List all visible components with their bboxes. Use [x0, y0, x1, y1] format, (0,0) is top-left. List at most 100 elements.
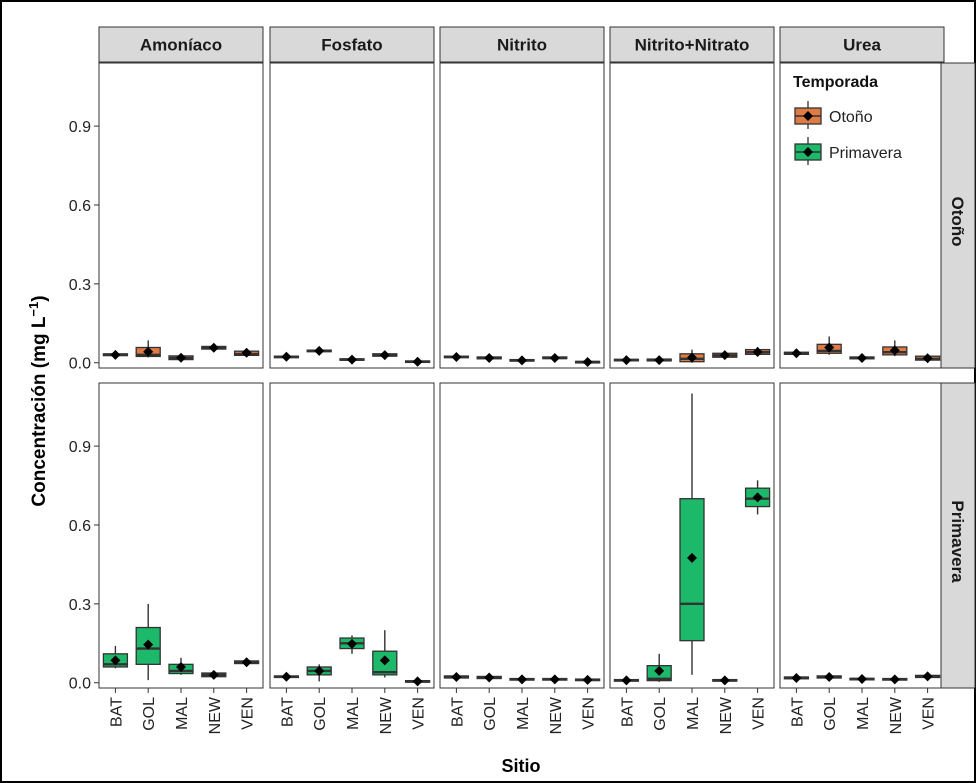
box-primavera-nitrito-gol [476, 672, 502, 683]
box-primavera-fosfato-gol [306, 664, 332, 682]
x-tick-label-gol: GOL [312, 697, 329, 731]
facet-strip-label-nitrito: Nitrito [497, 36, 547, 55]
box-primavera-nitrito-bat [443, 671, 470, 682]
mean-marker [654, 355, 665, 366]
y-tick-label: 0.3 [69, 597, 91, 614]
mean-marker [208, 669, 219, 680]
box-primavera-fosfato-bat [273, 671, 300, 682]
box-iqr [679, 498, 705, 642]
y-axis-label-main: Concentración (mg L [29, 316, 50, 506]
box-otono-amoniaco-new [201, 342, 227, 353]
box-otono-amoniaco-bat [102, 349, 129, 360]
facet-strip-amoniaco [98, 26, 264, 63]
legend-item-primavera: Primavera [794, 137, 902, 165]
x-tick-label-new: NEW [207, 696, 224, 734]
x-tick-label-bat: BAT [449, 697, 466, 727]
panel-otono-amoniaco [98, 62, 264, 369]
axes-layer: 0.0 0.3 0.6 0.9 0.0 0.3 0.6 0.9 BAT GOL MAL NEW VEN B… [69, 119, 938, 734]
mean-marker [412, 676, 423, 687]
box-otono-urea-bat [783, 348, 810, 359]
y-tick-label: 0.9 [69, 119, 91, 136]
box-primavera-nitrito-mal [509, 674, 535, 685]
x-tick-label-mal: MAL [855, 697, 872, 730]
panel-otono-nitrito [439, 62, 605, 369]
y-tick-label: 0.0 [69, 676, 91, 693]
y-tick-label: 0.0 [69, 356, 91, 373]
x-tick-label-gol: GOL [141, 697, 158, 731]
box-otono-nitrito-mal [509, 355, 535, 366]
box-otono-urea-ven [914, 353, 941, 364]
mean-marker [922, 353, 933, 364]
legend-key-mean [803, 147, 813, 157]
x-tick-label-new: NEW [888, 696, 905, 734]
mean-marker [241, 657, 252, 668]
mean-marker [143, 346, 154, 357]
mean-marker [314, 665, 325, 676]
box-primavera-urea-bat [783, 673, 810, 684]
mean-marker [347, 638, 357, 649]
box-otono-fosfato-mal [339, 354, 365, 365]
box-otono-fosfato-new [372, 350, 398, 361]
mean-marker [857, 353, 867, 364]
box-otono-urea-mal [849, 353, 875, 364]
mean-marker [889, 674, 900, 685]
panels-layer [98, 62, 945, 689]
box-primavera-fosfato-ven [404, 676, 431, 687]
x-tick-label-new: NEW [378, 696, 395, 734]
box-primavera-amoniaco-bat [102, 645, 129, 669]
mean-marker [719, 350, 730, 361]
y-tick-label: 0.9 [69, 439, 91, 456]
x-tick-label-mal: MAL [174, 697, 191, 730]
mean-marker [208, 342, 219, 353]
legend-item-otono: Otoño [794, 101, 873, 129]
y-tick-label: 0.3 [69, 277, 91, 294]
facet-strip-nitrito [439, 26, 605, 63]
box-otono-amoniaco-gol [135, 340, 161, 358]
mean-marker [791, 348, 802, 359]
mean-marker [889, 345, 900, 356]
x-tick-label-new: NEW [548, 696, 565, 734]
y-axis-label: Concentración (mg L−1) [26, 295, 50, 506]
mean-marker [110, 349, 121, 360]
box-primavera-fosfato-new [372, 630, 398, 678]
row-strip-label-primavera: Primavera [948, 500, 967, 583]
x-tick-label-mal: MAL [685, 697, 702, 730]
panel-otono-nitrito-nitrato [609, 62, 775, 369]
box-primavera-amoniaco-ven [233, 657, 260, 668]
row-strip-label-otono: Otoño [948, 196, 967, 246]
y-axis-label-exponent: −1 [26, 302, 41, 317]
mean-marker [791, 673, 802, 684]
mean-marker [752, 492, 763, 503]
x-tick-label-bat: BAT [619, 697, 636, 727]
mean-marker [824, 671, 835, 682]
x-tick-label-mal: MAL [515, 697, 532, 730]
mean-marker [517, 674, 527, 685]
mean-marker [281, 351, 292, 362]
mean-marker [621, 675, 632, 686]
mean-marker [451, 671, 462, 682]
mean-marker [621, 355, 632, 366]
mean-marker [451, 351, 462, 362]
x-tick-label-bat: BAT [789, 697, 806, 727]
x-tick-label-bat: BAT [108, 697, 125, 727]
box-primavera-amoniaco-mal [168, 657, 194, 675]
mean-marker [752, 346, 763, 357]
facet-strip-nitrito-nitrato [609, 26, 775, 63]
legend-title: Temporada [793, 74, 878, 91]
box-otono-nitrito-bat [443, 351, 470, 362]
box-otono-nitrito-nitrato-new [712, 350, 738, 361]
mean-marker [347, 354, 357, 365]
mean-marker [314, 345, 325, 356]
box-primavera-amoniaco-new [201, 669, 227, 680]
mean-marker [687, 552, 697, 563]
mean-marker [281, 671, 292, 682]
facet-strip-label-nitrito-nitrato: Nitrito+Nitrato [635, 36, 750, 55]
box-otono-nitrito-nitrato-mal [679, 349, 705, 363]
mean-marker [484, 353, 495, 364]
x-tick-label-gol: GOL [822, 697, 839, 731]
box-otono-fosfato-ven [404, 356, 431, 367]
x-tick-label-ven: VEN [411, 697, 428, 730]
box-otono-urea-gol [816, 336, 842, 355]
mean-marker [582, 356, 593, 367]
